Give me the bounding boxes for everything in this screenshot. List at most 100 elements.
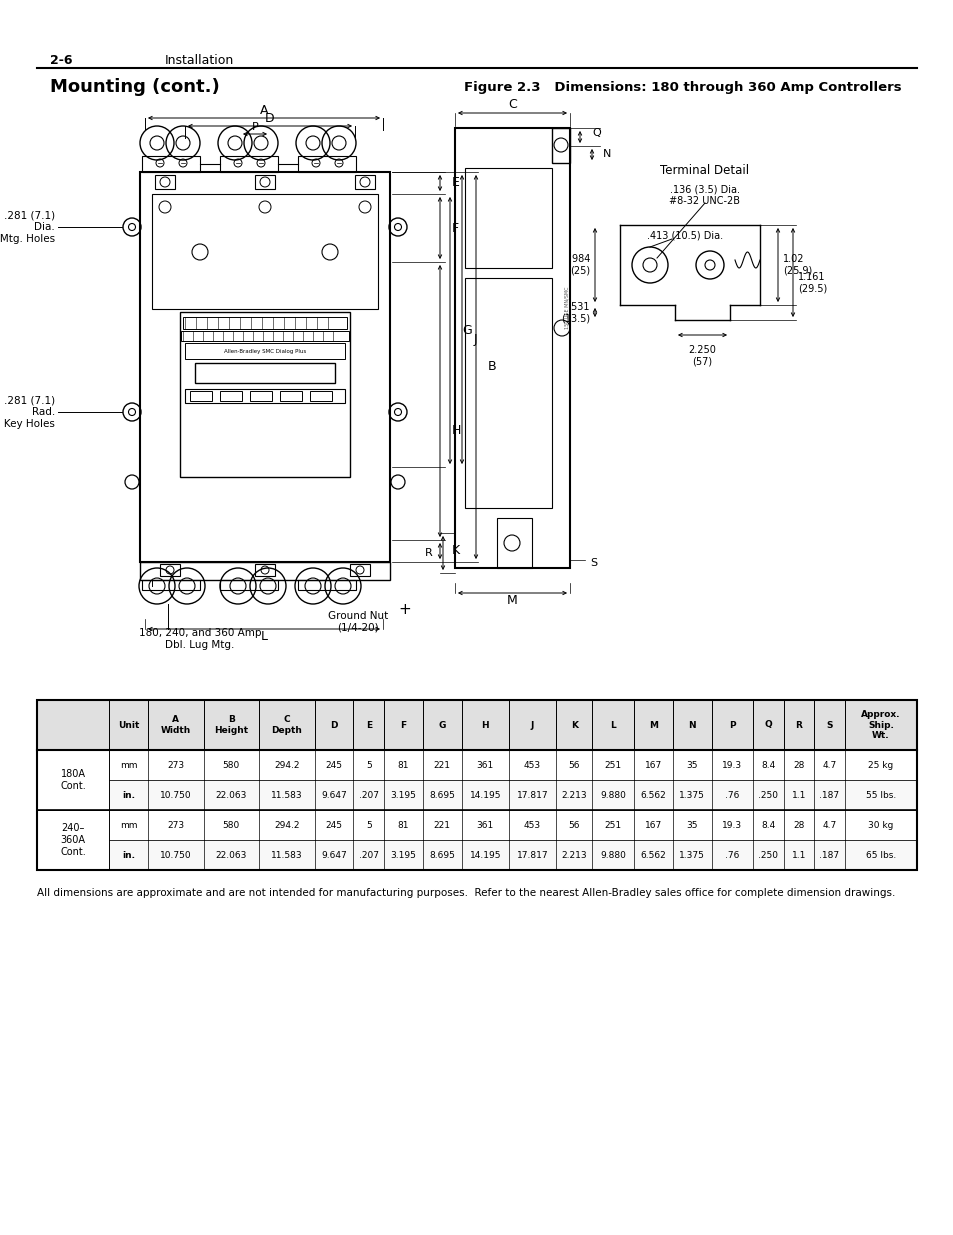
Text: 9.880: 9.880 xyxy=(599,851,625,860)
Text: 8.695: 8.695 xyxy=(429,790,455,799)
Text: F: F xyxy=(400,720,406,730)
Text: 580: 580 xyxy=(222,761,240,769)
Text: P: P xyxy=(252,122,258,132)
Text: L: L xyxy=(260,631,267,643)
Text: 245: 245 xyxy=(325,761,342,769)
Text: 2.213: 2.213 xyxy=(560,851,586,860)
Text: 453: 453 xyxy=(523,761,540,769)
Text: H: H xyxy=(481,720,489,730)
Text: G: G xyxy=(438,720,445,730)
Text: 17.817: 17.817 xyxy=(517,851,548,860)
Text: 17.817: 17.817 xyxy=(517,790,548,799)
Text: 30 kg: 30 kg xyxy=(867,820,893,830)
Text: Approx.
Ship.
Wt.: Approx. Ship. Wt. xyxy=(861,710,900,740)
Text: 167: 167 xyxy=(644,820,661,830)
Bar xyxy=(37,750,109,810)
Text: .76: .76 xyxy=(724,851,739,860)
Text: P: P xyxy=(728,720,735,730)
Text: .413 (10.5) Dia.: .413 (10.5) Dia. xyxy=(646,230,722,240)
Bar xyxy=(455,128,569,568)
Text: 4.7: 4.7 xyxy=(821,761,836,769)
Text: 19.3: 19.3 xyxy=(721,820,741,830)
Text: 1.161
(29.5): 1.161 (29.5) xyxy=(797,272,826,293)
Text: 251: 251 xyxy=(604,761,621,769)
Text: .207: .207 xyxy=(358,851,378,860)
Bar xyxy=(254,175,274,189)
Text: 180, 240, and 360 Amp
Dbl. Lug Mtg.: 180, 240, and 360 Amp Dbl. Lug Mtg. xyxy=(138,629,261,650)
Text: 14.195: 14.195 xyxy=(469,851,500,860)
Text: 8.4: 8.4 xyxy=(760,761,775,769)
Text: 25 kg: 25 kg xyxy=(867,761,893,769)
Text: 10.750: 10.750 xyxy=(160,851,192,860)
Text: 273: 273 xyxy=(167,820,184,830)
Text: 22.063: 22.063 xyxy=(215,851,247,860)
Text: 14.195: 14.195 xyxy=(469,790,500,799)
Text: Unit: Unit xyxy=(118,720,139,730)
Text: mm: mm xyxy=(120,761,137,769)
Text: 221: 221 xyxy=(434,761,451,769)
Text: M: M xyxy=(507,594,517,608)
Text: 221: 221 xyxy=(434,820,451,830)
Bar xyxy=(220,391,242,401)
Text: .984
(25): .984 (25) xyxy=(568,254,589,275)
Text: 56: 56 xyxy=(568,761,579,769)
Text: 294.2: 294.2 xyxy=(274,820,299,830)
Bar xyxy=(464,278,552,508)
Text: 3.195: 3.195 xyxy=(390,790,416,799)
Bar xyxy=(250,391,272,401)
Bar xyxy=(464,168,552,268)
Text: J: J xyxy=(530,720,534,730)
Text: in.: in. xyxy=(122,851,135,860)
Text: 294.2: 294.2 xyxy=(274,761,299,769)
Text: 8.695: 8.695 xyxy=(429,851,455,860)
Text: mm: mm xyxy=(120,820,137,830)
Bar xyxy=(297,580,355,590)
Text: 361: 361 xyxy=(476,761,494,769)
Text: E: E xyxy=(365,720,372,730)
Text: 56: 56 xyxy=(568,820,579,830)
Bar xyxy=(160,564,180,576)
Bar xyxy=(140,562,390,580)
Text: K: K xyxy=(570,720,578,730)
Text: 1.1: 1.1 xyxy=(791,851,805,860)
Bar xyxy=(220,580,277,590)
Text: +: + xyxy=(398,601,411,616)
Text: 19.3: 19.3 xyxy=(721,761,741,769)
Text: D: D xyxy=(330,720,337,730)
Bar xyxy=(37,700,916,750)
Text: .187: .187 xyxy=(819,790,839,799)
Text: 2.213: 2.213 xyxy=(560,790,586,799)
Text: 180A
Cont.: 180A Cont. xyxy=(60,769,86,790)
Text: .136 (3.5) Dia.
#8-32 UNC-2B: .136 (3.5) Dia. #8-32 UNC-2B xyxy=(669,184,740,206)
Text: 2-6: 2-6 xyxy=(50,53,72,67)
Text: 65 lbs.: 65 lbs. xyxy=(865,851,895,860)
Bar xyxy=(310,391,332,401)
Text: 5: 5 xyxy=(366,820,372,830)
Text: 28: 28 xyxy=(793,820,804,830)
Bar xyxy=(180,312,350,477)
Text: 35: 35 xyxy=(685,761,698,769)
Text: .250: .250 xyxy=(758,851,778,860)
Text: Mounting (cont.): Mounting (cont.) xyxy=(50,78,219,96)
Bar xyxy=(152,194,377,309)
Text: R: R xyxy=(795,720,801,730)
Text: 22.063: 22.063 xyxy=(215,790,247,799)
Text: S: S xyxy=(825,720,832,730)
Text: 361: 361 xyxy=(476,820,494,830)
Text: Ground Nut
(1/4-20): Ground Nut (1/4-20) xyxy=(328,611,388,632)
Bar xyxy=(254,564,274,576)
Text: .76: .76 xyxy=(724,790,739,799)
Text: 2.250
(57): 2.250 (57) xyxy=(688,345,716,367)
Bar xyxy=(280,391,302,401)
Text: 11.583: 11.583 xyxy=(271,790,302,799)
Text: 4.7: 4.7 xyxy=(821,820,836,830)
Bar xyxy=(142,580,200,590)
Bar xyxy=(37,810,109,869)
Text: Q: Q xyxy=(763,720,772,730)
Text: B: B xyxy=(488,361,497,373)
Bar xyxy=(181,331,349,341)
Bar xyxy=(194,363,335,383)
Text: .250: .250 xyxy=(758,790,778,799)
Text: C: C xyxy=(508,99,517,111)
Text: R: R xyxy=(425,548,433,558)
